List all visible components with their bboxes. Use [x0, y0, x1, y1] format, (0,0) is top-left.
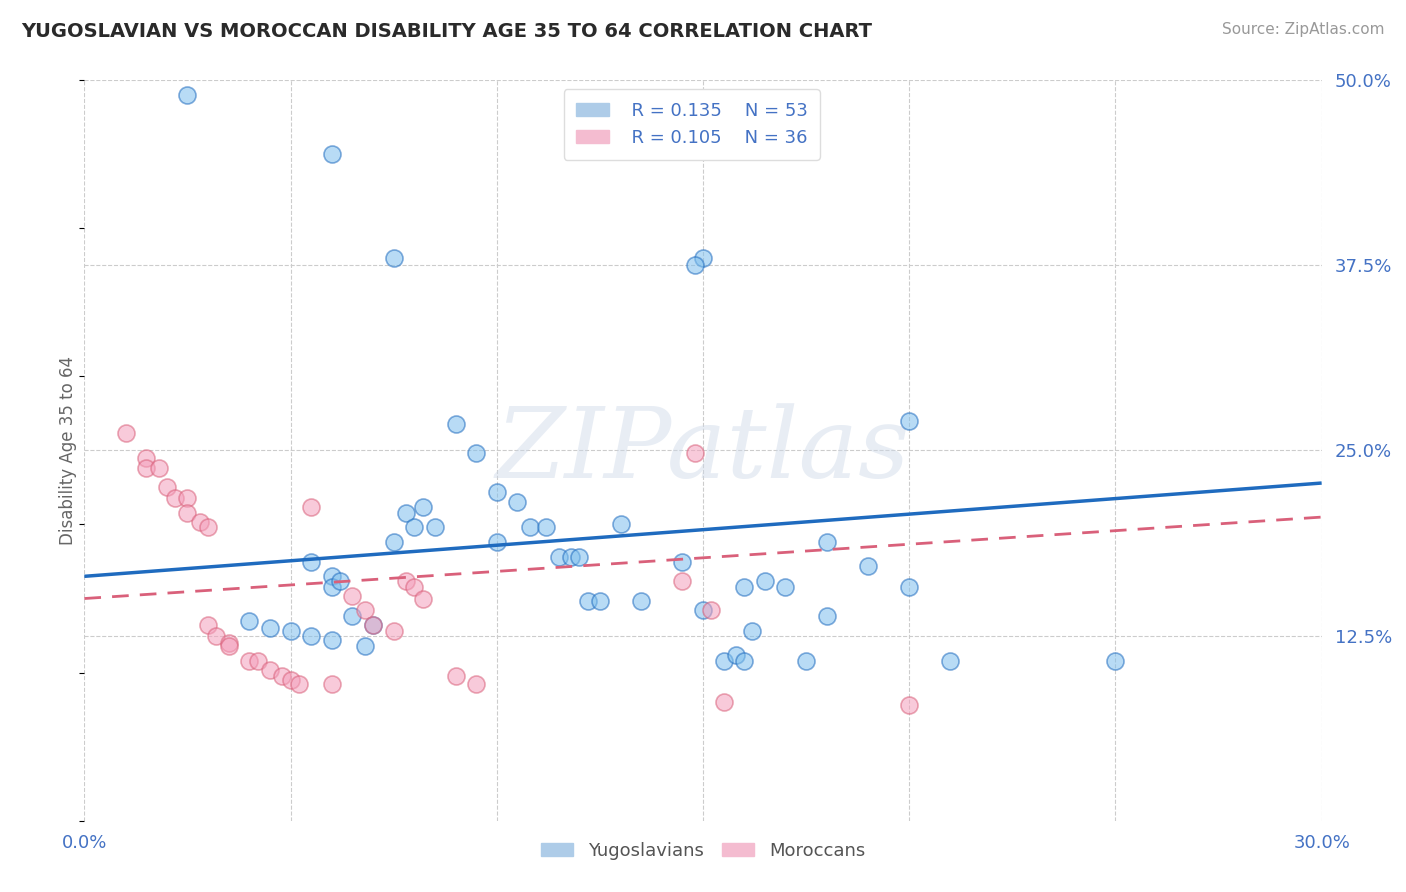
Point	[589, 594, 612, 608]
Point	[700, 603, 723, 617]
Point	[683, 259, 706, 273]
Point	[218, 639, 240, 653]
Point	[238, 654, 260, 668]
Point	[176, 88, 198, 103]
Point	[1104, 654, 1126, 668]
Point	[485, 535, 508, 549]
Point	[815, 535, 838, 549]
Point	[898, 580, 921, 594]
Point	[444, 417, 467, 431]
Point	[794, 654, 817, 668]
Point	[135, 461, 157, 475]
Point	[280, 673, 302, 687]
Point	[361, 618, 384, 632]
Point	[898, 698, 921, 713]
Point	[361, 618, 384, 632]
Point	[382, 624, 405, 639]
Point	[353, 603, 375, 617]
Point	[321, 677, 343, 691]
Point	[197, 618, 219, 632]
Point	[288, 677, 311, 691]
Point	[329, 574, 352, 588]
Point	[176, 506, 198, 520]
Point	[395, 506, 418, 520]
Point	[741, 624, 763, 639]
Legend: Yugoslavians, Moroccans: Yugoslavians, Moroccans	[534, 835, 872, 867]
Point	[238, 614, 260, 628]
Text: ZIPatlas: ZIPatlas	[496, 403, 910, 498]
Point	[280, 624, 302, 639]
Point	[188, 515, 211, 529]
Point	[114, 425, 136, 440]
Point	[205, 628, 228, 642]
Point	[733, 580, 755, 594]
Point	[382, 535, 405, 549]
Point	[506, 495, 529, 509]
Point	[444, 668, 467, 682]
Point	[299, 500, 322, 514]
Point	[485, 484, 508, 499]
Point	[733, 654, 755, 668]
Point	[259, 663, 281, 677]
Point	[560, 550, 582, 565]
Point	[271, 668, 294, 682]
Point	[547, 550, 569, 565]
Point	[148, 461, 170, 475]
Point	[465, 677, 488, 691]
Point	[321, 569, 343, 583]
Point	[404, 520, 426, 534]
Point	[176, 491, 198, 505]
Point	[395, 574, 418, 588]
Point	[299, 555, 322, 569]
Text: Source: ZipAtlas.com: Source: ZipAtlas.com	[1222, 22, 1385, 37]
Point	[754, 574, 776, 588]
Point	[412, 500, 434, 514]
Point	[299, 628, 322, 642]
Point	[692, 251, 714, 265]
Point	[671, 555, 693, 569]
Point	[135, 450, 157, 465]
Point	[775, 580, 797, 594]
Point	[671, 574, 693, 588]
Point	[404, 580, 426, 594]
Point	[939, 654, 962, 668]
Point	[321, 580, 343, 594]
Point	[321, 632, 343, 647]
Point	[197, 520, 219, 534]
Point	[713, 654, 735, 668]
Point	[568, 550, 591, 565]
Point	[898, 414, 921, 428]
Point	[156, 480, 179, 494]
Point	[519, 520, 541, 534]
Point	[576, 594, 599, 608]
Point	[692, 603, 714, 617]
Point	[342, 589, 364, 603]
Point	[465, 446, 488, 460]
Point	[609, 517, 631, 532]
Point	[630, 594, 652, 608]
Point	[382, 251, 405, 265]
Point	[353, 639, 375, 653]
Point	[856, 558, 879, 573]
Point	[713, 695, 735, 709]
Point	[536, 520, 558, 534]
Point	[423, 520, 446, 534]
Point	[342, 609, 364, 624]
Point	[724, 648, 747, 662]
Point	[815, 609, 838, 624]
Point	[218, 636, 240, 650]
Text: YUGOSLAVIAN VS MOROCCAN DISABILITY AGE 35 TO 64 CORRELATION CHART: YUGOSLAVIAN VS MOROCCAN DISABILITY AGE 3…	[21, 22, 872, 41]
Point	[165, 491, 187, 505]
Point	[412, 591, 434, 606]
Point	[259, 621, 281, 635]
Point	[246, 654, 269, 668]
Point	[683, 446, 706, 460]
Point	[321, 147, 343, 161]
Y-axis label: Disability Age 35 to 64: Disability Age 35 to 64	[59, 356, 77, 545]
